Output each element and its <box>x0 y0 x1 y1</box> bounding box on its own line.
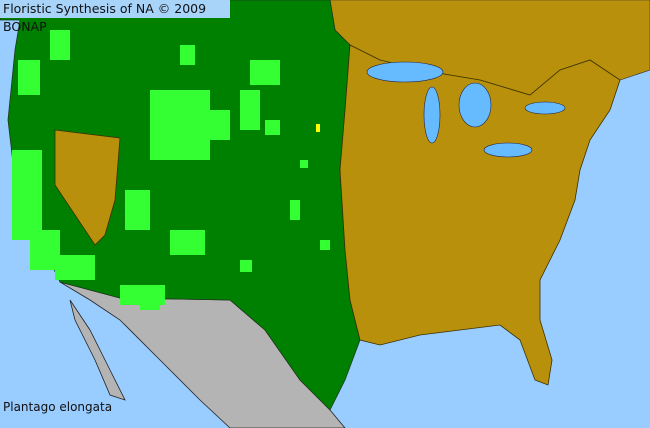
absent-region-east <box>339 44 621 386</box>
species-label: Plantago elongata <box>3 400 113 414</box>
rare-marker <box>316 124 320 132</box>
county-occurrences <box>12 30 330 310</box>
absent-region-nevada <box>54 129 121 246</box>
map-title: Floristic Synthesis of NA © 2009 BONAP <box>0 0 230 34</box>
great-lakes <box>366 61 566 158</box>
